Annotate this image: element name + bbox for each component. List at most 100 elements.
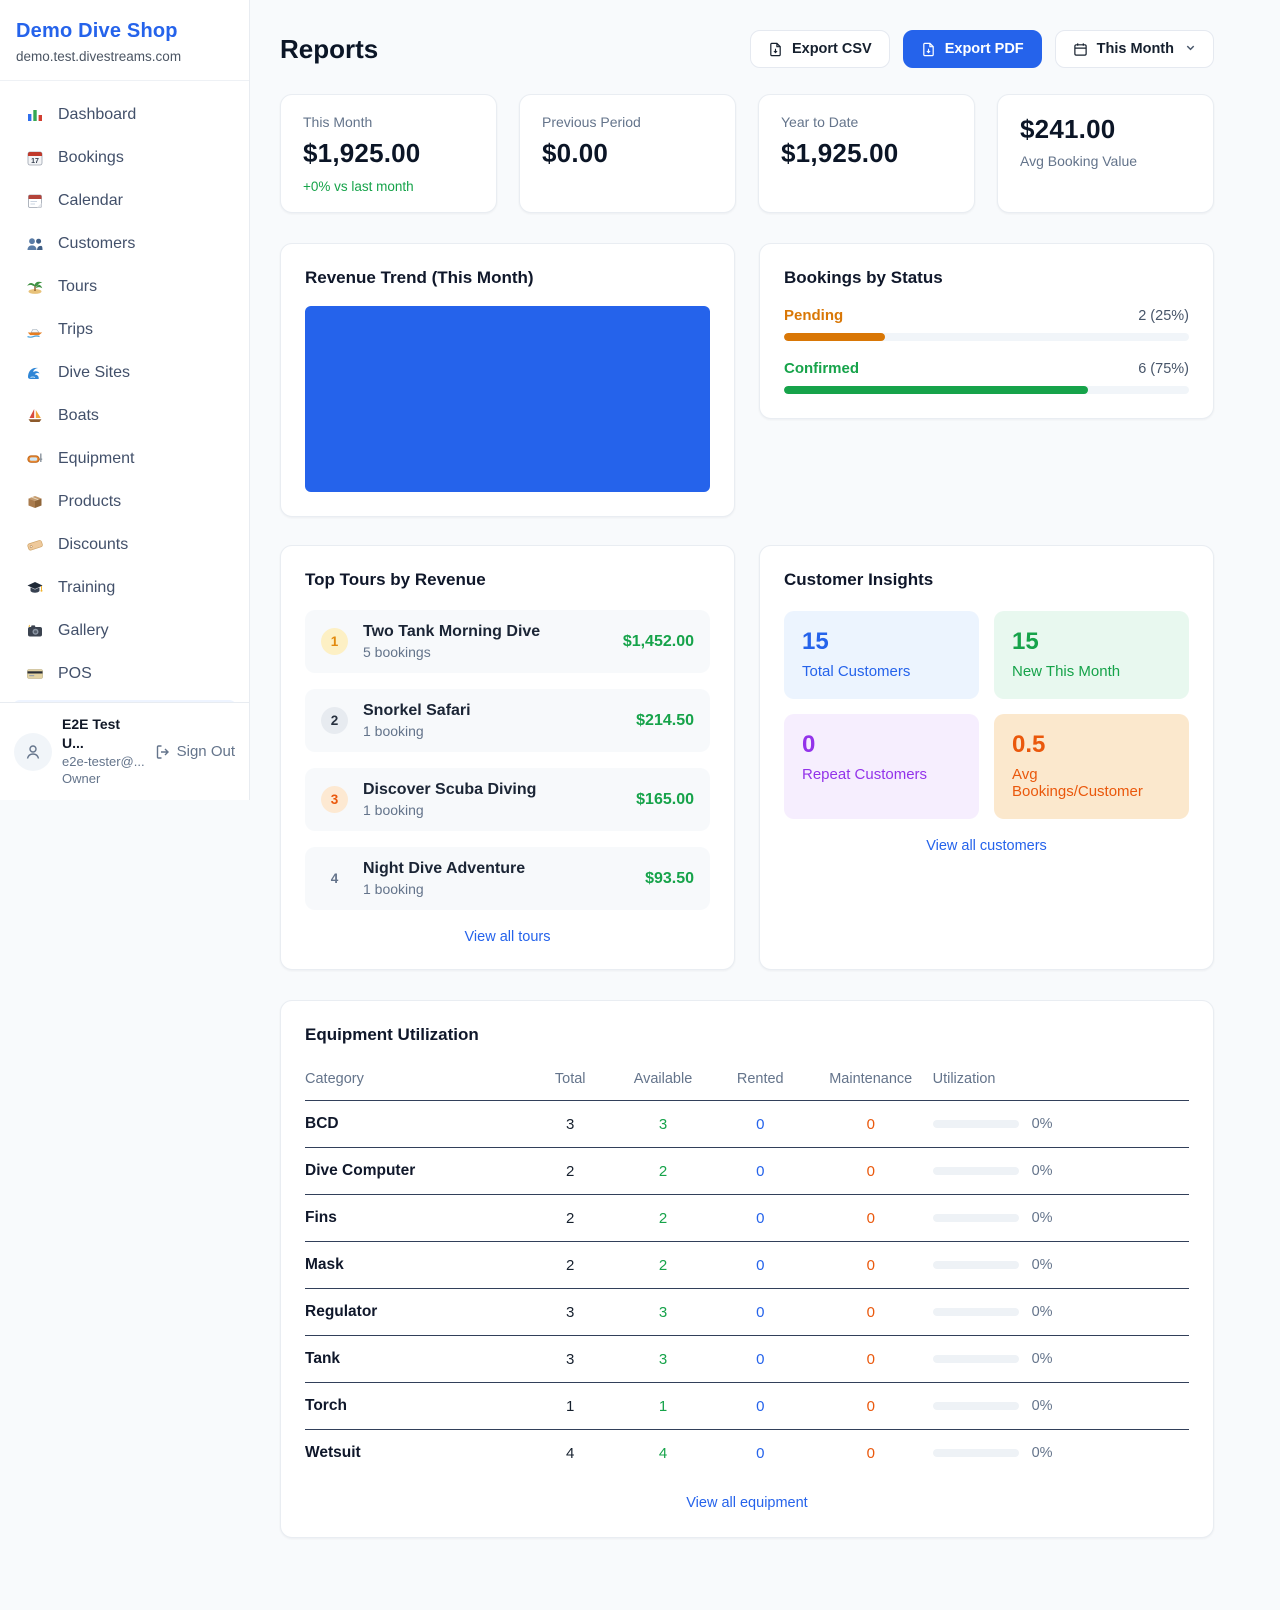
file-icon bbox=[922, 42, 934, 56]
sidebar-item-label: Products bbox=[58, 492, 122, 510]
stat-value: $1,925.00 bbox=[303, 138, 421, 168]
utilization-pct: 0% bbox=[1031, 1210, 1053, 1226]
table-row: Fins 2 2 0 0 0% bbox=[305, 1194, 1189, 1242]
sidebar-item-label: Trips bbox=[58, 320, 93, 338]
status-value: 6 (75%) bbox=[1138, 361, 1189, 377]
cell-category: Tank bbox=[305, 1335, 526, 1383]
tour-bookings: 1 booking bbox=[363, 723, 424, 739]
cell-maintenance: 0 bbox=[808, 1147, 933, 1195]
sidebar-item-label: Discounts bbox=[58, 535, 129, 553]
customer-insights-card: Customer Insights 15 Total Customers 15 … bbox=[759, 545, 1214, 970]
sign-out-icon bbox=[156, 744, 169, 759]
col-rented: Rented bbox=[711, 1059, 809, 1101]
sidebar-item-dive-sites[interactable]: Dive Sites bbox=[0, 351, 249, 394]
sidebar-item-bookings[interactable]: 17 Bookings bbox=[0, 136, 249, 179]
sidebar-item-customers[interactable]: Customers bbox=[0, 222, 249, 265]
export-csv-label: Export CSV bbox=[791, 41, 872, 57]
tour-amount: $93.50 bbox=[645, 869, 694, 887]
cell-available: 1 bbox=[614, 1382, 712, 1430]
cell-rented: 0 bbox=[711, 1335, 809, 1383]
status-label: Confirmed bbox=[784, 360, 859, 377]
sidebar-item-trips[interactable]: Trips bbox=[0, 308, 249, 351]
rank-badge: 2 bbox=[321, 707, 348, 734]
sidebar-item-label: Dashboard bbox=[58, 105, 137, 123]
sign-out-button[interactable]: Sign Out bbox=[155, 743, 235, 760]
export-pdf-label: Export PDF bbox=[944, 41, 1024, 57]
export-pdf-button[interactable]: Export PDF bbox=[902, 30, 1042, 68]
sidebar-item-gallery[interactable]: Gallery bbox=[0, 609, 249, 652]
sidebar-item-equipment[interactable]: Equipment bbox=[0, 437, 249, 480]
cell-category: Regulator bbox=[305, 1288, 526, 1336]
cell-available: 2 bbox=[614, 1147, 712, 1195]
tile-label: Avg Bookings/Customer bbox=[1012, 766, 1143, 800]
camera-icon bbox=[26, 622, 44, 640]
tile-label: New This Month bbox=[1012, 663, 1121, 680]
tour-info: Two Tank Morning Dive 5 bookings bbox=[363, 623, 608, 660]
stat-label: Previous Period bbox=[542, 114, 641, 130]
tile-value: 0.5 bbox=[1012, 731, 1046, 758]
user-role: Owner bbox=[62, 771, 101, 787]
bookings-calendar-icon: 17 bbox=[26, 149, 44, 167]
cell-utilization: 0% bbox=[932, 1288, 1189, 1336]
stat-value: $0.00 bbox=[542, 138, 609, 168]
period-dropdown[interactable]: This Month bbox=[1054, 30, 1214, 68]
cell-available: 2 bbox=[614, 1194, 712, 1242]
charts-row: Revenue Trend (This Month) Bookings by S… bbox=[280, 243, 1214, 517]
chevron-down-icon bbox=[1185, 41, 1196, 57]
export-csv-button[interactable]: Export CSV bbox=[749, 30, 890, 68]
cell-available: 3 bbox=[614, 1288, 712, 1336]
rank-badge: 3 bbox=[321, 786, 348, 813]
cell-utilization: 0% bbox=[932, 1241, 1189, 1289]
tour-info: Night Dive Adventure 1 booking bbox=[363, 860, 630, 897]
sidebar-item-label: Equipment bbox=[58, 449, 135, 467]
tour-amount: $214.50 bbox=[636, 711, 694, 729]
cell-category: BCD bbox=[305, 1100, 526, 1148]
user-name: E2E Test U... bbox=[62, 716, 121, 752]
cell-maintenance: 0 bbox=[808, 1288, 933, 1336]
tour-row: 4 Night Dive Adventure 1 booking $93.50 bbox=[305, 847, 710, 910]
customers-icon bbox=[26, 235, 44, 253]
tour-name: Night Dive Adventure bbox=[363, 860, 526, 877]
utilization-bar bbox=[932, 1402, 1019, 1410]
sidebar-item-tours[interactable]: Tours bbox=[0, 265, 249, 308]
tour-bookings: 5 bookings bbox=[363, 644, 431, 660]
sidebar-item-calendar[interactable]: Calendar bbox=[0, 179, 249, 222]
cell-utilization: 0% bbox=[932, 1100, 1189, 1148]
cell-available: 3 bbox=[614, 1100, 712, 1148]
brand-block: Demo Dive Shop demo.test.divestreams.com bbox=[0, 0, 249, 81]
cell-rented: 0 bbox=[711, 1100, 809, 1148]
tour-bookings: 1 booking bbox=[363, 881, 424, 897]
tour-name: Two Tank Morning Dive bbox=[363, 623, 541, 640]
sidebar-item-products[interactable]: Products bbox=[0, 480, 249, 523]
sidebar-item-label: POS bbox=[58, 664, 92, 682]
sidebar-item-pos[interactable]: POS bbox=[0, 652, 249, 695]
user-email: e2e-tester@... bbox=[62, 753, 145, 769]
equipment-table: Category Total Available Rented Maintena… bbox=[305, 1059, 1189, 1476]
sidebar-item-dashboard[interactable]: Dashboard bbox=[0, 93, 249, 136]
sidebar-item-boats[interactable]: Boats bbox=[0, 394, 249, 437]
cell-utilization: 0% bbox=[932, 1147, 1189, 1195]
sidebar-item-discounts[interactable]: Discounts bbox=[0, 523, 249, 566]
stat-value: $241.00 bbox=[1020, 114, 1116, 144]
view-all-tours-link[interactable]: View all tours bbox=[305, 929, 710, 945]
rank-badge: 4 bbox=[330, 871, 339, 886]
cell-rented: 0 bbox=[756, 1444, 765, 1462]
cell-total: 2 bbox=[526, 1147, 615, 1195]
cell-maintenance: 0 bbox=[808, 1241, 933, 1289]
view-all-equipment-link[interactable]: View all equipment bbox=[305, 1495, 1189, 1511]
calendar-icon bbox=[26, 192, 44, 210]
table-row: Tank 3 3 0 0 0% bbox=[305, 1335, 1189, 1383]
rank-badge: 1 bbox=[321, 628, 348, 655]
sidebar-item-training[interactable]: Training bbox=[0, 566, 249, 609]
tile-avg-bookings-customer: 0.5 Avg Bookings/Customer bbox=[994, 714, 1189, 819]
stat-value: $1,925.00 bbox=[781, 138, 899, 168]
person-icon bbox=[26, 744, 40, 759]
sidebar-item-label: Dive Sites bbox=[58, 363, 131, 381]
svg-text:17: 17 bbox=[31, 158, 39, 165]
sidebar-item-label: Bookings bbox=[58, 148, 124, 166]
shop-name: Demo Dive Shop bbox=[16, 20, 178, 42]
sidebar-item-label: Boats bbox=[58, 406, 99, 424]
view-all-customers-link[interactable]: View all customers bbox=[784, 838, 1189, 854]
stat-label: This Month bbox=[303, 114, 373, 130]
cell-rented: 0 bbox=[711, 1194, 809, 1242]
